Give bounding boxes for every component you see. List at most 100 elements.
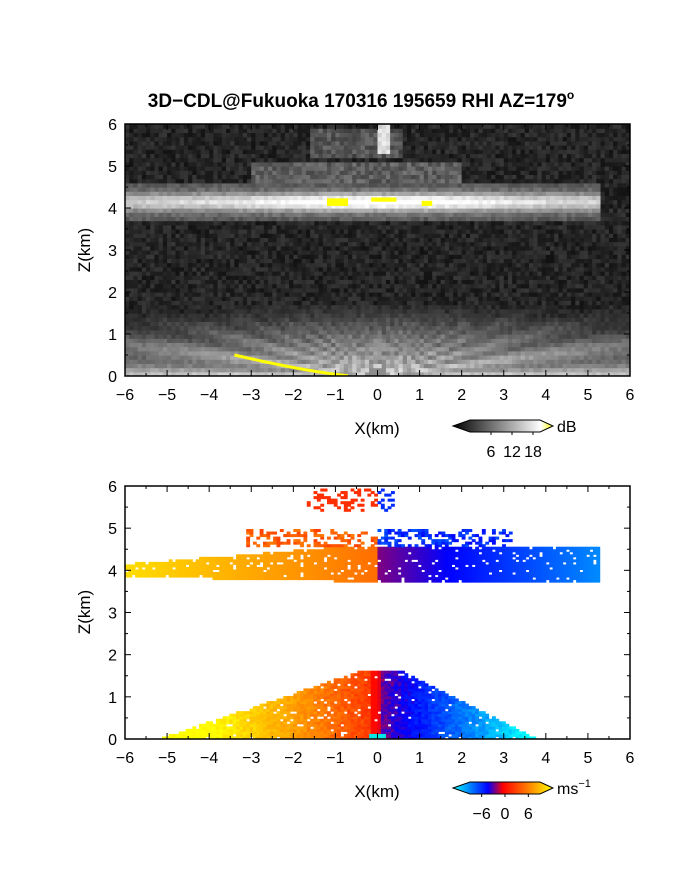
- reflectivity-cell: [146, 371, 151, 376]
- reflectivity-cell: [402, 292, 408, 297]
- reflectivity-cell: [449, 178, 454, 184]
- reflectivity-cell: [348, 283, 353, 289]
- reflectivity-cell: [217, 245, 223, 251]
- reflectivity-cell: [251, 292, 257, 297]
- reflectivity-cell: [381, 367, 387, 373]
- reflectivity-cell: [289, 199, 294, 205]
- reflectivity-cell: [419, 355, 425, 360]
- reflectivity-cell: [293, 342, 299, 348]
- reflectivity-cell: [457, 338, 463, 343]
- reflectivity-cell: [234, 342, 240, 348]
- reflectivity-cell: [204, 250, 210, 255]
- reflectivity-cell: [221, 254, 227, 259]
- reflectivity-cell: [444, 132, 450, 138]
- reflectivity-cell: [158, 145, 164, 150]
- reflectivity-cell: [226, 136, 231, 142]
- reflectivity-cell: [158, 174, 164, 180]
- reflectivity-cell: [263, 346, 269, 352]
- reflectivity-cell: [453, 241, 459, 247]
- reflectivity-cell: [390, 182, 395, 188]
- reflectivity-cell: [373, 237, 379, 243]
- reflectivity-cell: [171, 325, 177, 331]
- reflectivity-cell: [402, 153, 408, 159]
- reflectivity-cell: [234, 124, 240, 129]
- reflectivity-cell: [268, 371, 273, 376]
- reflectivity-cell: [419, 313, 425, 318]
- reflectivity-cell: [268, 363, 273, 369]
- reflectivity-cell: [381, 313, 387, 318]
- reflectivity-cell: [360, 124, 366, 129]
- reflectivity-cell: [213, 250, 219, 255]
- reflectivity-cell: [377, 178, 383, 184]
- reflectivity-cell: [251, 241, 257, 247]
- reflectivity-cell: [390, 220, 395, 226]
- reflectivity-cell: [394, 308, 400, 314]
- reflectivity-cell: [162, 271, 168, 276]
- reflectivity-cell: [402, 258, 408, 264]
- reflectivity-cell: [175, 363, 181, 369]
- reflectivity-cell: [289, 237, 294, 243]
- reflectivity-cell: [276, 283, 282, 289]
- reflectivity-cell: [360, 191, 366, 196]
- reflectivity-cell: [280, 149, 286, 154]
- reflectivity-cell: [230, 250, 236, 255]
- reflectivity-cell: [137, 191, 143, 196]
- reflectivity-cell: [255, 203, 261, 209]
- reflectivity-cell: [280, 338, 286, 343]
- reflectivity-cell: [444, 334, 450, 339]
- reflectivity-cell: [238, 136, 244, 142]
- reflectivity-cell: [272, 233, 278, 238]
- reflectivity-cell: [465, 371, 471, 376]
- reflectivity-cell: [150, 124, 156, 129]
- reflectivity-cell: [238, 178, 244, 184]
- reflectivity-cell: [137, 283, 143, 289]
- reflectivity-cell: [217, 220, 223, 226]
- reflectivity-cell: [301, 371, 307, 376]
- reflectivity-cell: [196, 166, 202, 171]
- reflectivity-cell: [369, 279, 374, 285]
- reflectivity-cell: [171, 182, 177, 188]
- reflectivity-cell: [242, 199, 248, 205]
- reflectivity-cell: [129, 287, 135, 293]
- reflectivity-cell: [276, 317, 282, 322]
- reflectivity-cell: [183, 140, 189, 146]
- reflectivity-cell: [234, 208, 240, 213]
- reflectivity-cell: [167, 145, 172, 150]
- reflectivity-cell: [369, 136, 374, 142]
- reflectivity-cell: [436, 199, 442, 205]
- reflectivity-cell: [343, 178, 349, 184]
- reflectivity-cell: [436, 296, 442, 301]
- reflectivity-cell: [327, 334, 332, 339]
- reflectivity-cell: [284, 203, 290, 209]
- reflectivity-cell: [162, 367, 168, 373]
- reflectivity-cell: [411, 279, 416, 285]
- reflectivity-cell: [289, 216, 294, 222]
- reflectivity-cell: [192, 254, 198, 259]
- reflectivity-cell: [436, 350, 442, 356]
- reflectivity-cell: [272, 132, 278, 138]
- reflectivity-cell: [129, 308, 135, 314]
- reflectivity-cell: [415, 342, 421, 348]
- reflectivity-cell: [297, 182, 303, 188]
- reflectivity-cell: [162, 287, 168, 293]
- reflectivity-cell: [289, 283, 294, 289]
- reflectivity-cell: [154, 359, 160, 364]
- reflectivity-cell: [406, 140, 412, 146]
- reflectivity-cell: [310, 136, 315, 142]
- reflectivity-cell: [200, 300, 206, 306]
- reflectivity-cell: [419, 363, 425, 369]
- reflectivity-cell: [335, 317, 341, 322]
- reflectivity-cell: [343, 321, 349, 327]
- reflectivity-cell: [339, 208, 345, 213]
- reflectivity-cell: [436, 216, 442, 222]
- reflectivity-cell: [209, 250, 214, 255]
- reflectivity-cell: [154, 182, 160, 188]
- reflectivity-cell: [188, 359, 193, 364]
- reflectivity-cell: [440, 317, 446, 322]
- reflectivity-cell: [268, 258, 273, 264]
- reflectivity-cell: [343, 296, 349, 301]
- reflectivity-cell: [175, 262, 181, 268]
- reflectivity-cell: [150, 350, 156, 356]
- reflectivity-cell: [162, 304, 168, 310]
- reflectivity-cell: [259, 313, 265, 318]
